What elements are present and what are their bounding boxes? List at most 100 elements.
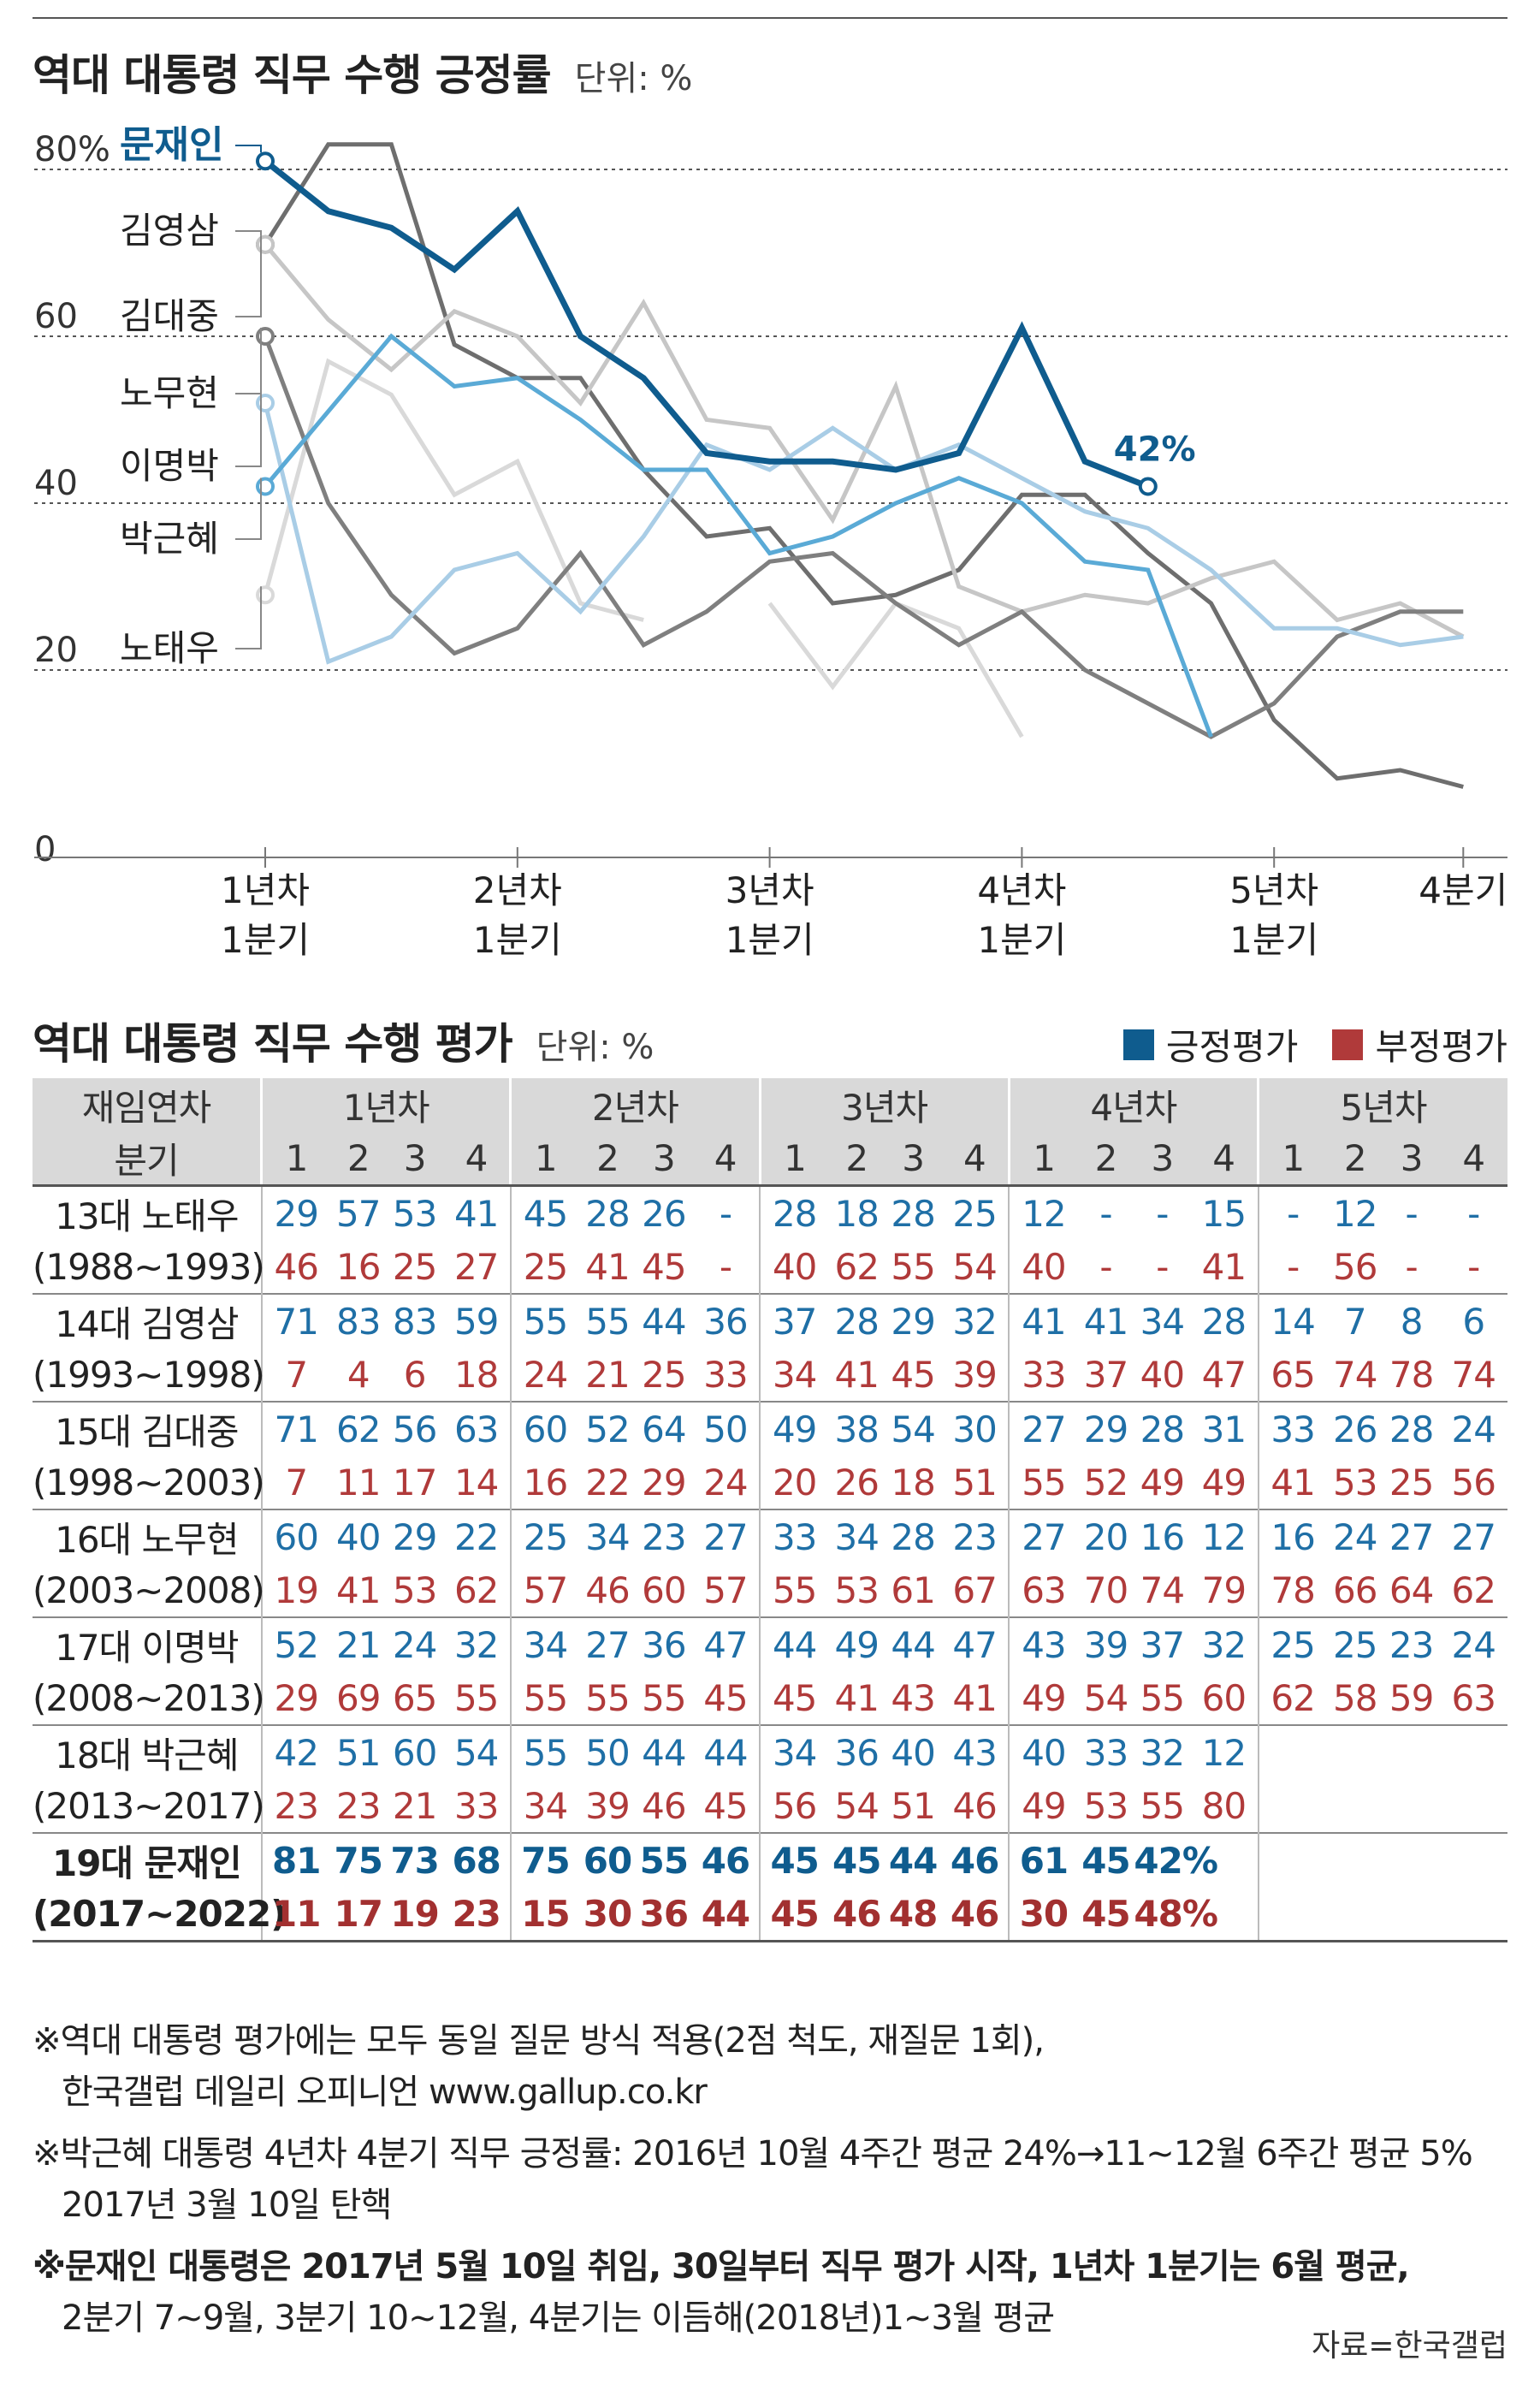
quarter-header: 3 bbox=[1383, 1131, 1440, 1187]
negative-value: 16 bbox=[509, 1456, 580, 1509]
positive-value: 44 bbox=[635, 1724, 692, 1779]
negative-value bbox=[1257, 1779, 1327, 1833]
series-name-label: 이명박 bbox=[120, 445, 219, 487]
positive-value: 50 bbox=[579, 1724, 636, 1779]
positive-value: - bbox=[1257, 1185, 1327, 1240]
eval-title: 역대 대통령 직무 수행 평가 단위: % bbox=[33, 1019, 654, 1069]
footnotes: ※역대 대통령 평가에는 모두 동일 질문 방식 적용(2점 척도, 재질문 1… bbox=[33, 2015, 1507, 2354]
negative-value: 4 bbox=[346, 1353, 370, 1396]
positive-value: 12 bbox=[1008, 1185, 1078, 1240]
term-period: (1993~1998) bbox=[33, 1353, 265, 1396]
negative-value: - bbox=[1257, 1240, 1327, 1294]
positive-value: 24 bbox=[1439, 1401, 1507, 1456]
positive-value: 47 bbox=[691, 1616, 761, 1671]
negative-value: 41 bbox=[1257, 1456, 1327, 1509]
positive-value bbox=[1383, 1724, 1440, 1779]
quarter-header: 3 bbox=[885, 1131, 942, 1187]
quarter-header: 1 bbox=[758, 1131, 829, 1187]
table-corner-label: 재임연차 bbox=[33, 1078, 262, 1131]
legend-negative: 부정평가 bbox=[1332, 1018, 1507, 1070]
quarter-header: 2 bbox=[1077, 1131, 1134, 1187]
president-name: 16대 노무현 bbox=[33, 1509, 262, 1563]
leader-line bbox=[235, 586, 262, 649]
positive-value: 28 bbox=[828, 1293, 886, 1348]
negative-value: 80 bbox=[1201, 1784, 1247, 1827]
positive-value: 23 bbox=[1383, 1616, 1440, 1671]
quarter-label: 분기 bbox=[33, 1131, 262, 1187]
positive-value: - bbox=[1405, 1192, 1418, 1235]
negative-value: 56 bbox=[1332, 1245, 1377, 1288]
positive-value: 36 bbox=[635, 1616, 692, 1671]
quarter-header: 2 bbox=[579, 1131, 636, 1187]
negative-value: 67 bbox=[952, 1569, 997, 1611]
legend-negative-swatch bbox=[1332, 1029, 1364, 1060]
negative-value: 55 bbox=[1140, 1676, 1185, 1719]
negative-value: 46 bbox=[260, 1240, 330, 1294]
footnote-line: ※박근혜 대통령 4년차 4분기 직무 긍정률: 2016년 10월 4주간 평… bbox=[33, 2134, 1473, 2174]
series-name-label: 노태우 bbox=[120, 627, 219, 669]
positive-value: 64 bbox=[635, 1401, 692, 1456]
negative-value: 22 bbox=[585, 1461, 630, 1503]
positive-value: 44 bbox=[885, 1616, 942, 1671]
positive-value: 28 bbox=[585, 1192, 630, 1235]
negative-value: 53 bbox=[392, 1569, 437, 1611]
negative-value: 39 bbox=[952, 1353, 997, 1396]
negative-value: 45 bbox=[891, 1353, 935, 1396]
quarter-header: 1 bbox=[1007, 1131, 1078, 1187]
positive-value: 71 bbox=[260, 1293, 330, 1348]
positive-value: 41 bbox=[1077, 1293, 1134, 1348]
quarter-header: 1 bbox=[509, 1131, 580, 1187]
negative-value: 48% bbox=[1134, 1887, 1218, 1942]
term-period: (1998~2003) bbox=[33, 1461, 265, 1503]
quarter-header: 3 bbox=[1134, 1131, 1191, 1187]
positive-value: 34 bbox=[759, 1724, 829, 1779]
negative-value: 46 bbox=[941, 1887, 1010, 1942]
negative-value bbox=[1190, 1887, 1259, 1942]
positive-value: 36 bbox=[691, 1293, 761, 1348]
footnote-line: 한국갤럽 데일리 오피니언 www.gallup.co.kr bbox=[62, 2073, 708, 2112]
positive-value: 40 bbox=[329, 1509, 387, 1563]
negative-value: 41 bbox=[834, 1353, 880, 1396]
series-name-label: 문재인 bbox=[120, 123, 223, 167]
positive-value: 83 bbox=[329, 1293, 387, 1348]
positive-value: 41 bbox=[1008, 1293, 1078, 1348]
series-line-노태우 bbox=[263, 358, 644, 622]
negative-value: 54 bbox=[952, 1245, 997, 1288]
positive-value: - bbox=[1099, 1192, 1112, 1235]
series-line-박근혜 bbox=[264, 333, 1213, 738]
positive-value: 18 bbox=[834, 1192, 880, 1235]
positive-value: 31 bbox=[1190, 1401, 1259, 1456]
negative-value: 7 bbox=[260, 1348, 330, 1402]
series-line-노무현 bbox=[263, 335, 1464, 739]
negative-value: 24 bbox=[703, 1461, 748, 1503]
positive-value: 27 bbox=[1008, 1401, 1078, 1456]
series-end-marker bbox=[1138, 477, 1158, 496]
negative-value bbox=[1327, 1779, 1383, 1833]
positive-value: 32 bbox=[1134, 1724, 1191, 1779]
negative-value: 16 bbox=[336, 1245, 381, 1288]
negative-value: 34 bbox=[509, 1779, 580, 1833]
negative-value: 37 bbox=[1083, 1353, 1128, 1396]
negative-value: 49 bbox=[1008, 1779, 1078, 1833]
negative-value: 46 bbox=[642, 1784, 686, 1827]
table-row: 15대 김대중 71 62 56 63 60 52 64 50 49 38 54 30 27 29 28 31 3… bbox=[33, 1401, 1507, 1456]
legend-positive-swatch bbox=[1122, 1029, 1154, 1060]
negative-value: 46 bbox=[585, 1569, 630, 1611]
x-tick-label: 1년차 bbox=[221, 869, 310, 911]
negative-value: 56 bbox=[1451, 1461, 1496, 1503]
negative-value bbox=[1383, 1887, 1440, 1942]
positive-value: 41 bbox=[453, 1192, 499, 1235]
positive-value: 44 bbox=[759, 1616, 829, 1671]
negative-value: 27 bbox=[453, 1245, 499, 1288]
negative-value: 43 bbox=[891, 1676, 935, 1719]
negative-value: 40 bbox=[1008, 1240, 1078, 1294]
positive-value: 21 bbox=[329, 1616, 387, 1671]
negative-value: 44 bbox=[691, 1887, 761, 1942]
positive-value: 34 bbox=[828, 1509, 886, 1563]
positive-value: 28 bbox=[1134, 1401, 1191, 1456]
positive-value: 42% bbox=[1134, 1832, 1218, 1887]
negative-value: 45 bbox=[759, 1671, 829, 1725]
negative-value: 63 bbox=[1451, 1676, 1496, 1719]
negative-value: 25 bbox=[1389, 1461, 1434, 1503]
president-name: 13대 노태우 bbox=[55, 1195, 239, 1237]
